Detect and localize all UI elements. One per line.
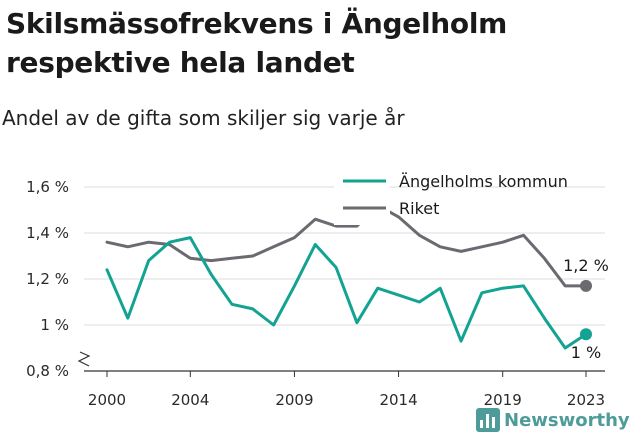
y-tick-label: 1,6 % <box>26 178 69 196</box>
chart-subtitle: Andel av de gifta som skiljer sig varje … <box>2 106 405 130</box>
x-tick-label: 2004 <box>171 391 209 409</box>
x-axis-labels: 2000 2004 2009 2014 2019 2023 <box>88 391 605 409</box>
x-tick-label: 2014 <box>379 391 417 409</box>
series-lines <box>105 203 592 350</box>
x-tick-label: 2023 <box>567 391 605 409</box>
legend-bg <box>334 201 390 225</box>
y-tick-label: 1,2 % <box>26 270 69 288</box>
y-tick-label: 0,8 % <box>26 362 69 380</box>
x-tick-label: 2019 <box>484 391 522 409</box>
x-tick-label: 2000 <box>88 391 126 409</box>
bar-chart-icon <box>476 408 500 432</box>
series-end-point <box>580 279 592 292</box>
series-line <box>105 203 588 288</box>
end-labels: 1 % 1,2 % <box>563 256 609 362</box>
y-tick-label: 1,4 % <box>26 224 69 242</box>
y-axis-break-icon <box>77 351 91 367</box>
newsworthy-logo: Newsworthy <box>476 408 630 432</box>
series-end-label: 1,2 % <box>563 256 609 275</box>
axis-break-zigzag <box>77 351 91 367</box>
brand-name: Newsworthy <box>504 409 630 431</box>
chart-title: Skilsmässofrekvens i Ängelholm respektiv… <box>6 7 508 79</box>
series-end-label: 1 % <box>571 343 601 362</box>
legend-label: Riket <box>399 199 439 218</box>
legend-bg <box>334 174 390 198</box>
series-line <box>105 236 588 350</box>
series-end-point <box>580 328 592 341</box>
y-tick-label: 1 % <box>40 316 69 334</box>
x-axis <box>84 370 605 377</box>
legend: Ängelholms kommun Riket <box>334 172 568 225</box>
y-axis-labels: 0,8 % 1 % 1,2 % 1,4 % 1,6 % <box>26 178 69 380</box>
legend-label: Ängelholms kommun <box>399 172 568 191</box>
x-tick-label: 2009 <box>275 391 313 409</box>
